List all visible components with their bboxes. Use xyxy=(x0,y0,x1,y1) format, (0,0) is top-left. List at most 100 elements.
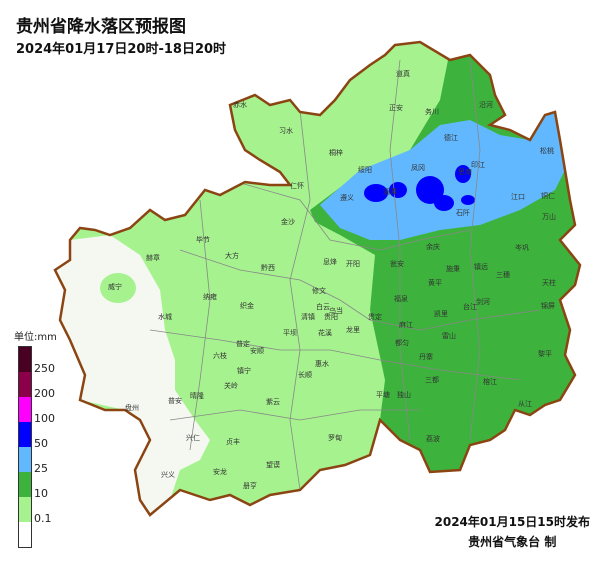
place-label: 长顺 xyxy=(298,370,312,379)
place-label: 三穗 xyxy=(496,270,510,279)
place-label: 兴仁 xyxy=(186,433,200,442)
place-label: 惠水 xyxy=(315,359,329,368)
place-label: 江口 xyxy=(511,193,525,201)
legend-swatch xyxy=(19,397,31,422)
place-label: 桐梓 xyxy=(329,148,343,157)
legend: 单位:mm 250 200 100 50 25 10 0.1 xyxy=(14,328,57,548)
rain-zone-none xyxy=(55,235,210,515)
place-label: 石阡 xyxy=(456,208,470,217)
place-label: 余庆 xyxy=(426,242,440,251)
legend-swatch xyxy=(19,372,31,397)
place-label: 万山 xyxy=(542,212,556,221)
place-label: 德江 xyxy=(444,133,458,142)
county-borders xyxy=(149,59,541,491)
map-title: 贵州省降水落区预报图 xyxy=(16,17,186,37)
place-label: 关岭 xyxy=(224,381,238,390)
legend-swatch xyxy=(19,522,31,547)
legend-unit: 单位:mm xyxy=(14,332,57,343)
place-label: 都匀 xyxy=(395,338,409,347)
place-label: 三都 xyxy=(425,376,439,384)
place-label: 紫云 xyxy=(266,398,280,406)
legend-tick: 50 xyxy=(34,437,48,450)
place-label: 荔波 xyxy=(426,434,440,443)
place-label: 金沙 xyxy=(281,217,295,226)
place-label: 习水 xyxy=(279,126,293,135)
legend-tick: 200 xyxy=(34,387,55,400)
place-label: 施秉 xyxy=(446,264,460,273)
place-label: 纳雍 xyxy=(203,292,217,301)
place-label: 雷山 xyxy=(442,331,456,340)
place-label: 道真 xyxy=(396,69,410,78)
place-label: 罗甸 xyxy=(328,433,342,442)
place-label: 从江 xyxy=(518,400,532,408)
place-label: 安龙 xyxy=(213,467,227,476)
place-label: 晴隆 xyxy=(190,391,204,400)
place-label: 册亨 xyxy=(243,481,257,490)
legend-swatch xyxy=(19,472,31,497)
place-label: 龙里 xyxy=(346,325,360,334)
legend-tick: 100 xyxy=(34,412,55,425)
place-label: 镇宁 xyxy=(237,366,251,375)
place-label: 台江 xyxy=(463,302,477,311)
place-label: 赤水 xyxy=(233,100,247,109)
place-label: 镇远 xyxy=(474,262,488,271)
place-label: 松桃 xyxy=(540,146,554,155)
place-label: 遵义 xyxy=(340,193,354,202)
rain-zone-storm xyxy=(416,176,444,204)
place-label: 铜仁 xyxy=(541,191,555,200)
legend-swatch xyxy=(19,422,31,447)
place-label: 毕节 xyxy=(196,235,210,244)
place-label: 贞丰 xyxy=(226,437,240,446)
place-label: 黔西 xyxy=(261,263,275,272)
issuer: 贵州省气象台 制 xyxy=(468,535,557,549)
legend-tick: 10 xyxy=(34,487,48,500)
place-label: 息烽 xyxy=(323,257,337,266)
legend-tick: 25 xyxy=(34,462,48,475)
place-label: 兴义 xyxy=(161,470,175,479)
place-label: 大方 xyxy=(225,251,239,260)
place-label: 福泉 xyxy=(394,294,408,303)
place-label: 思南 xyxy=(458,167,472,176)
legend-swatch xyxy=(19,347,31,372)
legend-tick: 0.1 xyxy=(34,512,52,525)
place-label: 贵阳 xyxy=(324,312,338,321)
place-label: 黄平 xyxy=(428,278,442,287)
place-label: 绥阳 xyxy=(358,165,372,174)
place-label: 凯里 xyxy=(434,309,448,318)
place-label: 贵定 xyxy=(368,312,382,321)
place-label: 瓮安 xyxy=(390,259,404,268)
place-label: 盘州 xyxy=(125,403,139,412)
place-label: 天柱 xyxy=(542,278,556,287)
place-label: 榕江 xyxy=(483,377,497,386)
rain-zone-storm xyxy=(455,165,471,183)
place-label: 水城 xyxy=(158,312,172,321)
place-label: 正安 xyxy=(389,103,403,112)
rain-zone-storm xyxy=(434,195,454,211)
place-label: 岑巩 xyxy=(515,243,529,252)
place-label: 丹寨 xyxy=(419,352,433,361)
place-label: 赫章 xyxy=(146,253,160,262)
place-label: 花溪 xyxy=(318,328,332,337)
place-label: 独山 xyxy=(397,390,411,399)
place-label: 湄潭 xyxy=(383,187,397,196)
place-label: 织金 xyxy=(240,301,254,310)
place-label: 平塘 xyxy=(376,390,390,399)
place-label: 麻江 xyxy=(399,320,413,329)
place-label: 安顺 xyxy=(250,346,264,355)
issue-time: 2024年01月15日15时发布 xyxy=(434,515,591,529)
legend-swatch xyxy=(19,447,31,472)
legend-colorbar xyxy=(18,346,32,548)
rain-zone-storm xyxy=(364,184,388,202)
place-label: 清镇 xyxy=(301,312,315,321)
place-label: 锦屏 xyxy=(541,301,555,310)
forecast-period: 2024年01月17日20时-18日20时 xyxy=(16,42,227,57)
rain-zone-light-weining xyxy=(100,273,136,303)
place-label: 白云 xyxy=(316,302,330,311)
place-label: 六枝 xyxy=(213,351,227,360)
place-label: 开阳 xyxy=(346,259,360,268)
place-label: 务川 xyxy=(425,107,439,116)
place-label: 黎平 xyxy=(538,349,552,358)
legend-swatch xyxy=(19,497,31,522)
place-label: 修文 xyxy=(312,286,326,295)
